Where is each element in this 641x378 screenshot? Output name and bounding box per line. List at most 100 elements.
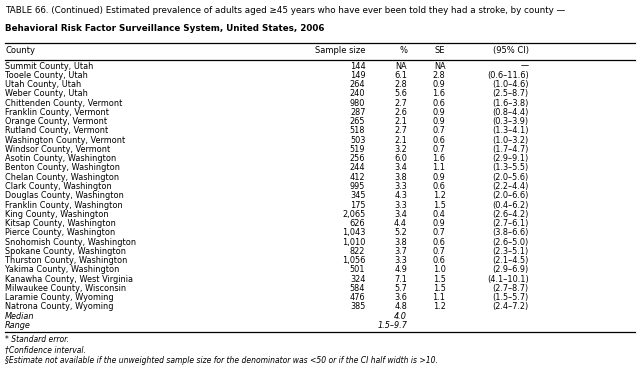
Text: Tooele County, Utah: Tooele County, Utah bbox=[5, 71, 88, 80]
Text: (3.8–6.6): (3.8–6.6) bbox=[492, 228, 529, 237]
Text: (2.6–4.2): (2.6–4.2) bbox=[492, 210, 529, 219]
Text: Douglas County, Washington: Douglas County, Washington bbox=[5, 191, 124, 200]
Text: 3.8: 3.8 bbox=[394, 173, 407, 182]
Text: Median: Median bbox=[5, 312, 35, 321]
Text: 7.1: 7.1 bbox=[394, 275, 407, 284]
Text: 584: 584 bbox=[350, 284, 365, 293]
Text: 1,043: 1,043 bbox=[342, 228, 365, 237]
Text: 256: 256 bbox=[350, 154, 365, 163]
Text: 3.2: 3.2 bbox=[394, 145, 407, 154]
Text: Spokane County, Washington: Spokane County, Washington bbox=[5, 247, 126, 256]
Text: Snohomish County, Washington: Snohomish County, Washington bbox=[5, 238, 137, 246]
Text: 5.7: 5.7 bbox=[394, 284, 407, 293]
Text: NA: NA bbox=[434, 62, 445, 71]
Text: 1.1: 1.1 bbox=[433, 293, 445, 302]
Text: Washington County, Vermont: Washington County, Vermont bbox=[5, 136, 126, 145]
Text: (1.3–4.1): (1.3–4.1) bbox=[492, 127, 529, 135]
Text: (2.9–6.9): (2.9–6.9) bbox=[492, 265, 529, 274]
Text: (1.0–3.2): (1.0–3.2) bbox=[492, 136, 529, 145]
Text: 2.7: 2.7 bbox=[394, 99, 407, 108]
Text: 0.6: 0.6 bbox=[433, 182, 445, 191]
Text: 3.6: 3.6 bbox=[394, 293, 407, 302]
Text: (2.7–6.1): (2.7–6.1) bbox=[492, 219, 529, 228]
Text: §Estimate not available if the unweighted sample size for the denominator was <5: §Estimate not available if the unweighte… bbox=[5, 356, 438, 365]
Text: 6.1: 6.1 bbox=[394, 71, 407, 80]
Text: 385: 385 bbox=[350, 302, 365, 311]
Text: (2.9–9.1): (2.9–9.1) bbox=[492, 154, 529, 163]
Text: 1,010: 1,010 bbox=[342, 238, 365, 246]
Text: 0.9: 0.9 bbox=[433, 117, 445, 126]
Text: Natrona County, Wyoming: Natrona County, Wyoming bbox=[5, 302, 113, 311]
Text: 1.5: 1.5 bbox=[433, 284, 445, 293]
Text: 4.8: 4.8 bbox=[394, 302, 407, 311]
Text: 3.7: 3.7 bbox=[394, 247, 407, 256]
Text: (2.1–4.5): (2.1–4.5) bbox=[492, 256, 529, 265]
Text: NA: NA bbox=[395, 62, 407, 71]
Text: 4.0: 4.0 bbox=[394, 312, 407, 321]
Text: 2.8: 2.8 bbox=[433, 71, 445, 80]
Text: 1.2: 1.2 bbox=[433, 302, 445, 311]
Text: 476: 476 bbox=[350, 293, 365, 302]
Text: 995: 995 bbox=[350, 182, 365, 191]
Text: 0.6: 0.6 bbox=[433, 256, 445, 265]
Text: —: — bbox=[520, 62, 529, 71]
Text: 244: 244 bbox=[350, 164, 365, 172]
Text: (2.4–7.2): (2.4–7.2) bbox=[492, 302, 529, 311]
Text: 144: 144 bbox=[349, 62, 365, 71]
Text: 412: 412 bbox=[350, 173, 365, 182]
Text: †Confidence interval.: †Confidence interval. bbox=[5, 346, 86, 355]
Text: Laramie County, Wyoming: Laramie County, Wyoming bbox=[5, 293, 113, 302]
Text: 0.9: 0.9 bbox=[433, 173, 445, 182]
Text: 0.6: 0.6 bbox=[433, 238, 445, 246]
Text: 822: 822 bbox=[350, 247, 365, 256]
Text: 2.1: 2.1 bbox=[394, 117, 407, 126]
Text: County: County bbox=[5, 46, 35, 55]
Text: 1.5: 1.5 bbox=[433, 275, 445, 284]
Text: (2.0–5.6): (2.0–5.6) bbox=[492, 173, 529, 182]
Text: Windsor County, Vermont: Windsor County, Vermont bbox=[5, 145, 110, 154]
Text: 3.4: 3.4 bbox=[394, 210, 407, 219]
Text: 3.8: 3.8 bbox=[394, 238, 407, 246]
Text: Thurston County, Washington: Thurston County, Washington bbox=[5, 256, 128, 265]
Text: 264: 264 bbox=[350, 80, 365, 89]
Text: 518: 518 bbox=[350, 127, 365, 135]
Text: Behavioral Risk Factor Surveillance System, United States, 2006: Behavioral Risk Factor Surveillance Syst… bbox=[5, 24, 324, 33]
Text: Rutland County, Vermont: Rutland County, Vermont bbox=[5, 127, 108, 135]
Text: 980: 980 bbox=[350, 99, 365, 108]
Text: 0.9: 0.9 bbox=[433, 80, 445, 89]
Text: 6.0: 6.0 bbox=[394, 154, 407, 163]
Text: 175: 175 bbox=[350, 201, 365, 209]
Text: 4.9: 4.9 bbox=[394, 265, 407, 274]
Text: 0.7: 0.7 bbox=[433, 247, 445, 256]
Text: 503: 503 bbox=[350, 136, 365, 145]
Text: 1.5: 1.5 bbox=[433, 201, 445, 209]
Text: 0.6: 0.6 bbox=[433, 99, 445, 108]
Text: 149: 149 bbox=[350, 71, 365, 80]
Text: (0.6–11.6): (0.6–11.6) bbox=[487, 71, 529, 80]
Text: 501: 501 bbox=[350, 265, 365, 274]
Text: (1.0–4.6): (1.0–4.6) bbox=[492, 80, 529, 89]
Text: (2.2–4.4): (2.2–4.4) bbox=[492, 182, 529, 191]
Text: 3.3: 3.3 bbox=[394, 256, 407, 265]
Text: (2.0–6.6): (2.0–6.6) bbox=[492, 191, 529, 200]
Text: Chittenden County, Vermont: Chittenden County, Vermont bbox=[5, 99, 122, 108]
Text: 0.9: 0.9 bbox=[433, 219, 445, 228]
Text: Sample size: Sample size bbox=[315, 46, 365, 55]
Text: (1.6–3.8): (1.6–3.8) bbox=[492, 99, 529, 108]
Text: 240: 240 bbox=[350, 90, 365, 98]
Text: 626: 626 bbox=[350, 219, 365, 228]
Text: 324: 324 bbox=[350, 275, 365, 284]
Text: Kanawha County, West Virginia: Kanawha County, West Virginia bbox=[5, 275, 133, 284]
Text: 0.7: 0.7 bbox=[433, 228, 445, 237]
Text: 345: 345 bbox=[350, 191, 365, 200]
Text: (0.4–6.2): (0.4–6.2) bbox=[492, 201, 529, 209]
Text: 0.6: 0.6 bbox=[433, 136, 445, 145]
Text: 3.3: 3.3 bbox=[394, 201, 407, 209]
Text: Asotin County, Washington: Asotin County, Washington bbox=[5, 154, 117, 163]
Text: Orange County, Vermont: Orange County, Vermont bbox=[5, 117, 107, 126]
Text: 1.5–9.7: 1.5–9.7 bbox=[377, 321, 407, 330]
Text: Milwaukee County, Wisconsin: Milwaukee County, Wisconsin bbox=[5, 284, 126, 293]
Text: King County, Washington: King County, Washington bbox=[5, 210, 109, 219]
Text: Chelan County, Washington: Chelan County, Washington bbox=[5, 173, 119, 182]
Text: 3.4: 3.4 bbox=[394, 164, 407, 172]
